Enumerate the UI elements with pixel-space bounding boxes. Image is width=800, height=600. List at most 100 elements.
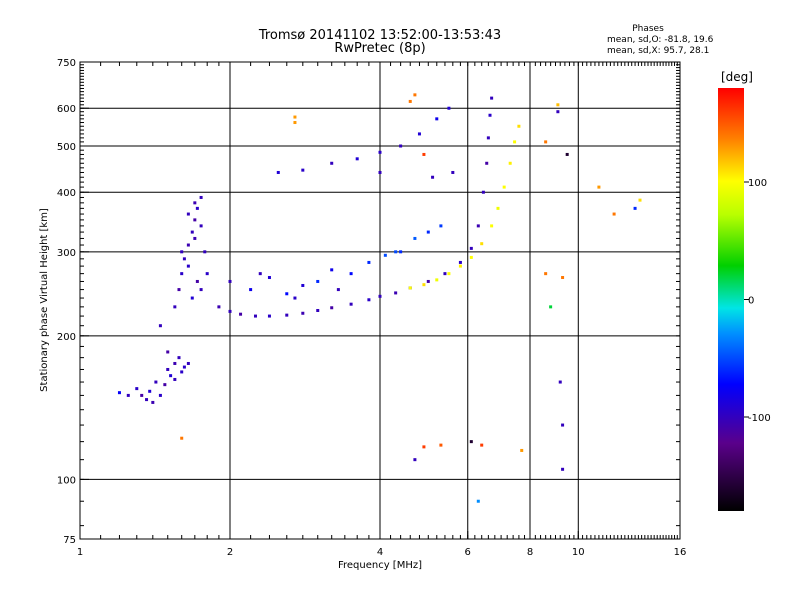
data-point [293, 115, 297, 119]
data-point [154, 380, 158, 384]
data-point [399, 144, 403, 148]
data-point [367, 298, 371, 302]
data-point [378, 150, 382, 154]
data-point [561, 423, 565, 427]
data-point [378, 294, 382, 298]
data-point [597, 185, 601, 189]
y-tick-label: 300 [57, 248, 76, 259]
data-point [612, 212, 616, 216]
data-point [488, 113, 492, 117]
data-point [276, 170, 280, 174]
data-point [435, 117, 439, 121]
data-point [195, 279, 199, 283]
data-point [293, 296, 297, 300]
data-point [199, 195, 203, 199]
data-point [556, 103, 560, 107]
data-point [490, 96, 494, 100]
data-point [228, 309, 232, 313]
data-point [565, 152, 569, 156]
data-point [426, 279, 430, 283]
data-point [443, 272, 447, 276]
data-point [383, 253, 387, 257]
data-point [180, 272, 184, 276]
data-point [355, 157, 359, 161]
data-point [148, 389, 152, 393]
data-point [476, 224, 480, 228]
data-point [458, 264, 462, 268]
stats-o-mode: mean, sd,O: -81.8, 19.6 [607, 35, 714, 45]
data-point [173, 377, 177, 381]
data-point [451, 170, 455, 174]
data-point [556, 110, 560, 114]
y-tick-label: 100 [57, 475, 76, 486]
data-point [177, 288, 181, 292]
data-point [469, 246, 473, 250]
data-point [480, 443, 484, 447]
data-point [544, 140, 548, 144]
data-point [186, 243, 190, 247]
data-point [267, 314, 271, 318]
data-point [301, 283, 305, 287]
data-point [316, 279, 320, 283]
data-point [177, 356, 181, 360]
data-point [217, 305, 221, 309]
data-point [180, 370, 184, 374]
data-point [422, 152, 426, 156]
data-point [439, 443, 443, 447]
data-point [508, 161, 512, 165]
data-point [173, 361, 177, 365]
data-point [435, 278, 439, 282]
data-point [195, 206, 199, 210]
data-point [182, 365, 186, 369]
data-point [458, 260, 462, 264]
y-tick-label: 400 [57, 188, 76, 199]
data-point [408, 286, 412, 290]
data-point [561, 467, 565, 471]
x-tick-label: 4 [377, 547, 383, 558]
data-point [193, 201, 197, 205]
y-tick-label: 750 [57, 58, 76, 69]
data-point [549, 305, 553, 309]
data-point [205, 272, 209, 276]
data-point [367, 260, 371, 264]
colorbar-ticks: 100 0 -100 [744, 178, 771, 424]
data-point [186, 361, 190, 365]
data-point [417, 132, 421, 136]
data-point [186, 212, 190, 216]
data-point [166, 367, 170, 371]
x-tick-label: 10 [572, 547, 585, 558]
data-point [145, 398, 149, 402]
data-point [413, 236, 417, 240]
data-point [117, 391, 121, 395]
data-point [199, 224, 203, 228]
data-point [485, 161, 489, 165]
data-point [169, 374, 173, 378]
data-point [182, 257, 186, 261]
data-point [476, 499, 480, 503]
data-point [394, 250, 398, 254]
data-point [173, 305, 177, 309]
data-point [520, 448, 524, 452]
data-point [285, 292, 289, 296]
data-point [544, 272, 548, 276]
data-point [447, 272, 451, 276]
data-point [166, 350, 170, 354]
data-point [330, 161, 334, 165]
data-point [186, 264, 190, 268]
x-tick-label: 8 [527, 547, 533, 558]
data-point [502, 185, 506, 189]
data-point [267, 276, 271, 280]
data-point [258, 272, 262, 276]
data-point [422, 283, 426, 287]
data-point [469, 255, 473, 259]
y-axis-label: Stationary phase Virtual Height [km] [39, 208, 50, 392]
gridlines [80, 62, 680, 539]
data-point [140, 393, 144, 397]
data-point [249, 288, 253, 292]
colorbar-gradient [718, 88, 744, 511]
data-point [517, 124, 521, 128]
data-point [394, 291, 398, 295]
data-point [301, 168, 305, 172]
data-points [117, 93, 642, 503]
data-point [135, 387, 139, 391]
